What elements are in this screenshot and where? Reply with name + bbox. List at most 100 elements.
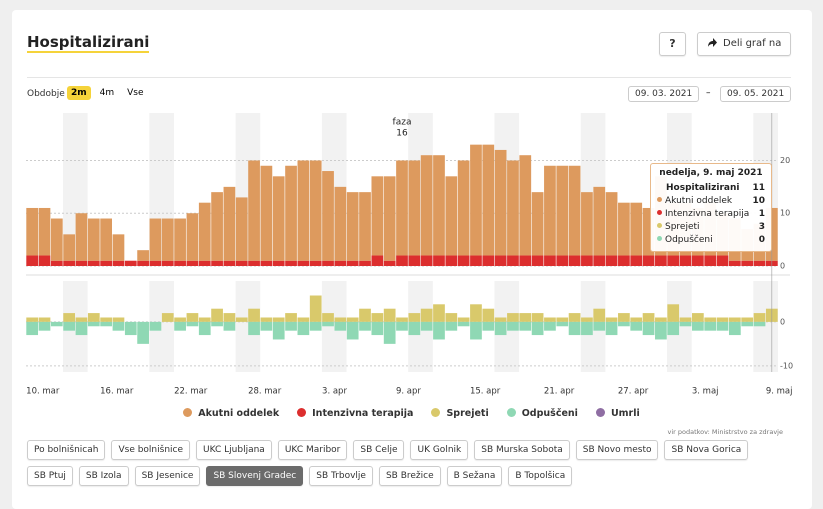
bar [470, 321, 482, 340]
hospital-button[interactable]: UKC Maribor [277, 440, 348, 460]
hospital-button[interactable]: SB Novo mesto [575, 440, 659, 460]
bar [112, 260, 125, 266]
legend-item[interactable]: Odpuščeni [506, 408, 578, 419]
hospital-button[interactable]: SB Celje [353, 440, 405, 460]
bar [198, 317, 211, 322]
bar [544, 255, 556, 266]
bar [87, 218, 100, 261]
bar [494, 149, 507, 256]
hospital-button[interactable]: SB Nova Gorica [664, 440, 749, 460]
legend-item[interactable]: Sprejeti [431, 408, 489, 419]
bar [544, 165, 556, 256]
x-tick-label: 15. apr [470, 387, 501, 397]
bar [112, 234, 125, 261]
bar [75, 317, 88, 322]
bar [704, 321, 717, 331]
help-button[interactable]: ? [659, 32, 686, 56]
hospital-button[interactable]: SB Murska Sobota [474, 440, 570, 460]
bar [568, 255, 581, 266]
tooltip-row-name: Sprejeti [657, 221, 700, 234]
bar [556, 255, 569, 266]
bar [235, 317, 248, 322]
bar [100, 218, 112, 261]
bar [544, 317, 556, 322]
tooltip-title: nedelja, 9. maj 2021 [659, 168, 763, 178]
bar [507, 255, 519, 266]
bar [198, 321, 211, 336]
bar [618, 321, 630, 327]
bar [581, 255, 593, 266]
y-tick-label: 0 [780, 317, 785, 326]
share-button[interactable]: Deli graf na [697, 32, 792, 56]
legend-swatch [431, 408, 441, 417]
bar [285, 260, 297, 266]
x-tick-label: 9. maj [766, 387, 793, 397]
hospital-button[interactable]: B Topolšica [508, 466, 573, 486]
bar [728, 317, 741, 322]
bar [679, 321, 692, 327]
hospital-button[interactable]: SB Izola [78, 466, 129, 486]
hospital-button[interactable]: SB Ptuj [27, 466, 73, 486]
bar [568, 321, 581, 336]
period-button[interactable]: 2m [67, 86, 91, 100]
bar [581, 317, 593, 322]
period-button[interactable]: Vse [127, 88, 144, 98]
bar [383, 176, 396, 261]
hospital-button[interactable]: SB Jesenice [134, 466, 201, 486]
tooltip-dot [657, 223, 662, 228]
share-label: Deli graf na [723, 38, 782, 49]
bar [322, 260, 334, 266]
bar [26, 317, 39, 322]
bar [433, 155, 445, 256]
bar [248, 160, 260, 261]
bar [285, 165, 297, 261]
bar [655, 255, 667, 266]
hospital-button[interactable]: SB Slovenj Gradec [206, 466, 304, 486]
bar [334, 321, 347, 331]
bar [433, 321, 445, 340]
bar [457, 160, 470, 256]
legend-item[interactable]: Intenzivna terapija [297, 408, 413, 419]
bar [371, 176, 384, 256]
x-tick-label: 3. maj [692, 387, 719, 397]
tooltip-name: Akutni oddelek [665, 196, 733, 206]
bar [112, 321, 125, 331]
bar [716, 255, 729, 266]
bar [297, 317, 310, 322]
bar [272, 317, 285, 322]
bar [334, 186, 347, 261]
hospital-button[interactable]: Po bolnišnicah [27, 440, 106, 460]
bar [396, 160, 408, 256]
hospital-button[interactable]: UK Golnik [410, 440, 469, 460]
bar [359, 321, 371, 331]
bar [420, 308, 433, 322]
bar [593, 255, 606, 266]
bar [63, 260, 76, 266]
x-tick-label: 10. mar [26, 387, 60, 397]
legend-item[interactable]: Umrli [595, 408, 640, 419]
hospital-button[interactable]: SB Trbovlje [309, 466, 373, 486]
bar [75, 213, 88, 261]
hospital-button[interactable]: UKC Ljubljana [196, 440, 272, 460]
bar [704, 317, 717, 322]
tooltip-dot [657, 236, 662, 241]
bar [531, 321, 544, 336]
hospital-button[interactable]: SB Brežice [378, 466, 441, 486]
bar [593, 186, 606, 256]
bar [211, 308, 223, 322]
bar [630, 255, 643, 266]
legend-label: Sprejeti [446, 408, 489, 419]
legend-swatch [506, 408, 516, 417]
tooltip-dot [657, 197, 662, 202]
hospital-button[interactable]: Vse bolnišnice [111, 440, 191, 460]
hospital-button[interactable]: B Sežana [446, 466, 503, 486]
period-button[interactable]: 4m [99, 88, 115, 98]
bar [297, 321, 310, 336]
bar [149, 321, 162, 331]
bar [248, 308, 260, 322]
bar [630, 202, 643, 256]
date-to[interactable]: 09. 05. 2021 [720, 86, 791, 102]
bar [679, 255, 692, 266]
legend-item[interactable]: Akutni oddelek [183, 408, 279, 419]
date-from[interactable]: 09. 03. 2021 [628, 86, 699, 102]
